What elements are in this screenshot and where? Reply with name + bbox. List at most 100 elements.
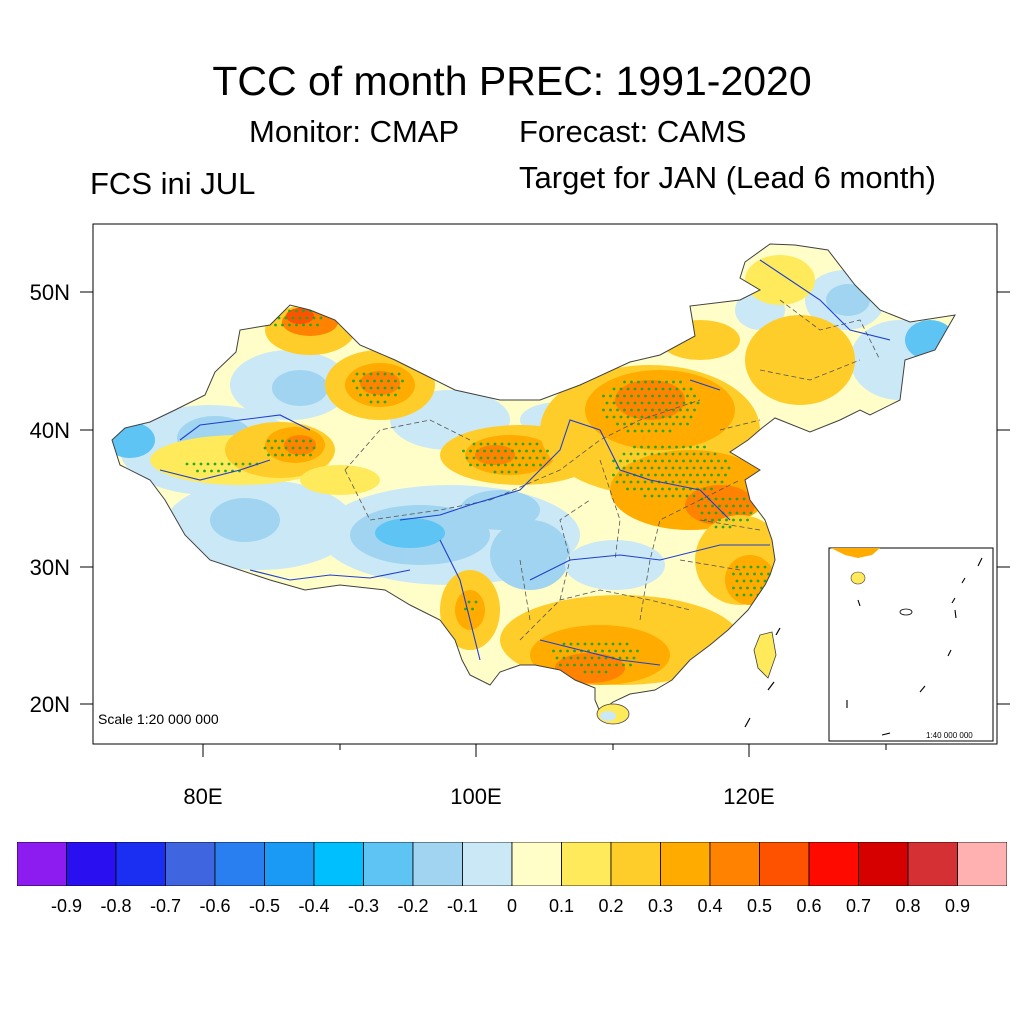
significance-dot [295,309,298,313]
significance-dot [668,401,672,405]
significance-dot [654,415,658,419]
significance-dot [665,408,668,412]
significance-dot [619,459,622,463]
significance-dot [597,642,601,646]
significance-dot [196,469,199,473]
significance-dot [679,394,682,398]
significance-dot [295,453,298,457]
significance-dot [305,316,309,320]
colorbar-swatch [17,842,67,886]
significance-dot [192,462,196,466]
hainan-inner [600,711,616,721]
significance-dot [753,586,756,590]
inset-atoll [899,608,913,616]
significance-dot [376,386,380,390]
significance-dot [651,408,654,412]
significance-dot [309,439,312,443]
significance-dot [692,466,696,470]
significance-dot [476,463,479,467]
significance-dot [525,449,528,453]
significance-dot [644,408,647,412]
significance-dot [664,452,668,456]
significance-dot [658,380,661,384]
colorbar-swatch [759,842,810,886]
significance-dot [467,600,471,604]
significance-dot [622,663,625,667]
colorbar-tick-label: 0.8 [895,896,921,916]
island-marks [744,627,781,728]
significance-dot [602,394,605,398]
significance-dot [654,445,657,449]
significance-dot [241,462,245,466]
significance-dot [671,480,675,484]
significance-dot [685,494,689,498]
y-label-30n: 30N [29,555,70,580]
significance-dot [658,394,661,398]
significance-dot [602,408,605,412]
significance-dot [566,649,569,653]
significance-dot [210,469,213,473]
significance-dot [583,670,587,674]
significance-dot [685,452,689,456]
significance-dot [651,380,654,384]
significance-dot [636,452,640,456]
significance-dot [658,408,661,412]
significance-dot [696,473,699,477]
significance-dot [661,487,664,491]
significance-dot [650,466,654,470]
significance-dot [295,439,298,443]
chart-title: TCC of month PREC: 1991-2020 [212,58,812,104]
significance-dot [637,408,640,412]
significance-dot [490,449,493,453]
significance-dot [373,379,376,383]
significance-dot [675,401,679,405]
colorbar-swatch [264,842,315,886]
significance-dot [535,456,539,460]
colorbar-tick-label: 0.9 [944,896,971,916]
significance-dot [234,462,238,466]
significance-dot [636,466,640,470]
colorbar-swatch [462,842,513,886]
colorbar-swatch [313,842,364,886]
significance-dot [675,387,679,391]
y-label-40n: 40N [29,418,70,443]
significance-dot [580,663,583,667]
significance-dot [686,394,689,398]
significance-dot [612,473,615,477]
significance-dot [629,663,632,667]
significance-dot [703,459,706,463]
colorbar-tick-label: 0.3 [647,896,674,916]
significance-dot [464,607,467,611]
significance-dot [609,394,612,398]
colorbar-swatch [214,842,265,886]
significance-dot [664,494,668,498]
significance-dot [267,439,270,443]
inset-scale-label: 1:40 000 000 [926,731,973,740]
significance-dot [637,422,640,426]
significance-dot [746,572,749,576]
significance-dot [707,511,711,515]
significance-dot [675,487,678,491]
significance-dot [689,387,693,391]
significance-dot [309,323,312,327]
china-outline [111,243,956,713]
significance-dot [763,565,767,569]
significance-dot [675,415,679,419]
significance-dot [654,429,658,433]
significance-dot [661,387,665,391]
significance-dot [657,466,661,470]
significance-dot [583,642,587,646]
significance-dot [636,480,640,484]
significance-dot [703,473,706,477]
significance-dot [753,572,756,576]
significance-dot [692,452,696,456]
significance-dot [608,649,611,653]
significance-dot [387,393,390,397]
significance-dot [633,401,637,405]
significance-dot [644,380,647,384]
significance-dot [685,466,689,470]
significance-dot [587,663,590,667]
significance-dot [692,480,696,484]
significance-dot [552,649,555,653]
significance-dot [718,518,721,522]
